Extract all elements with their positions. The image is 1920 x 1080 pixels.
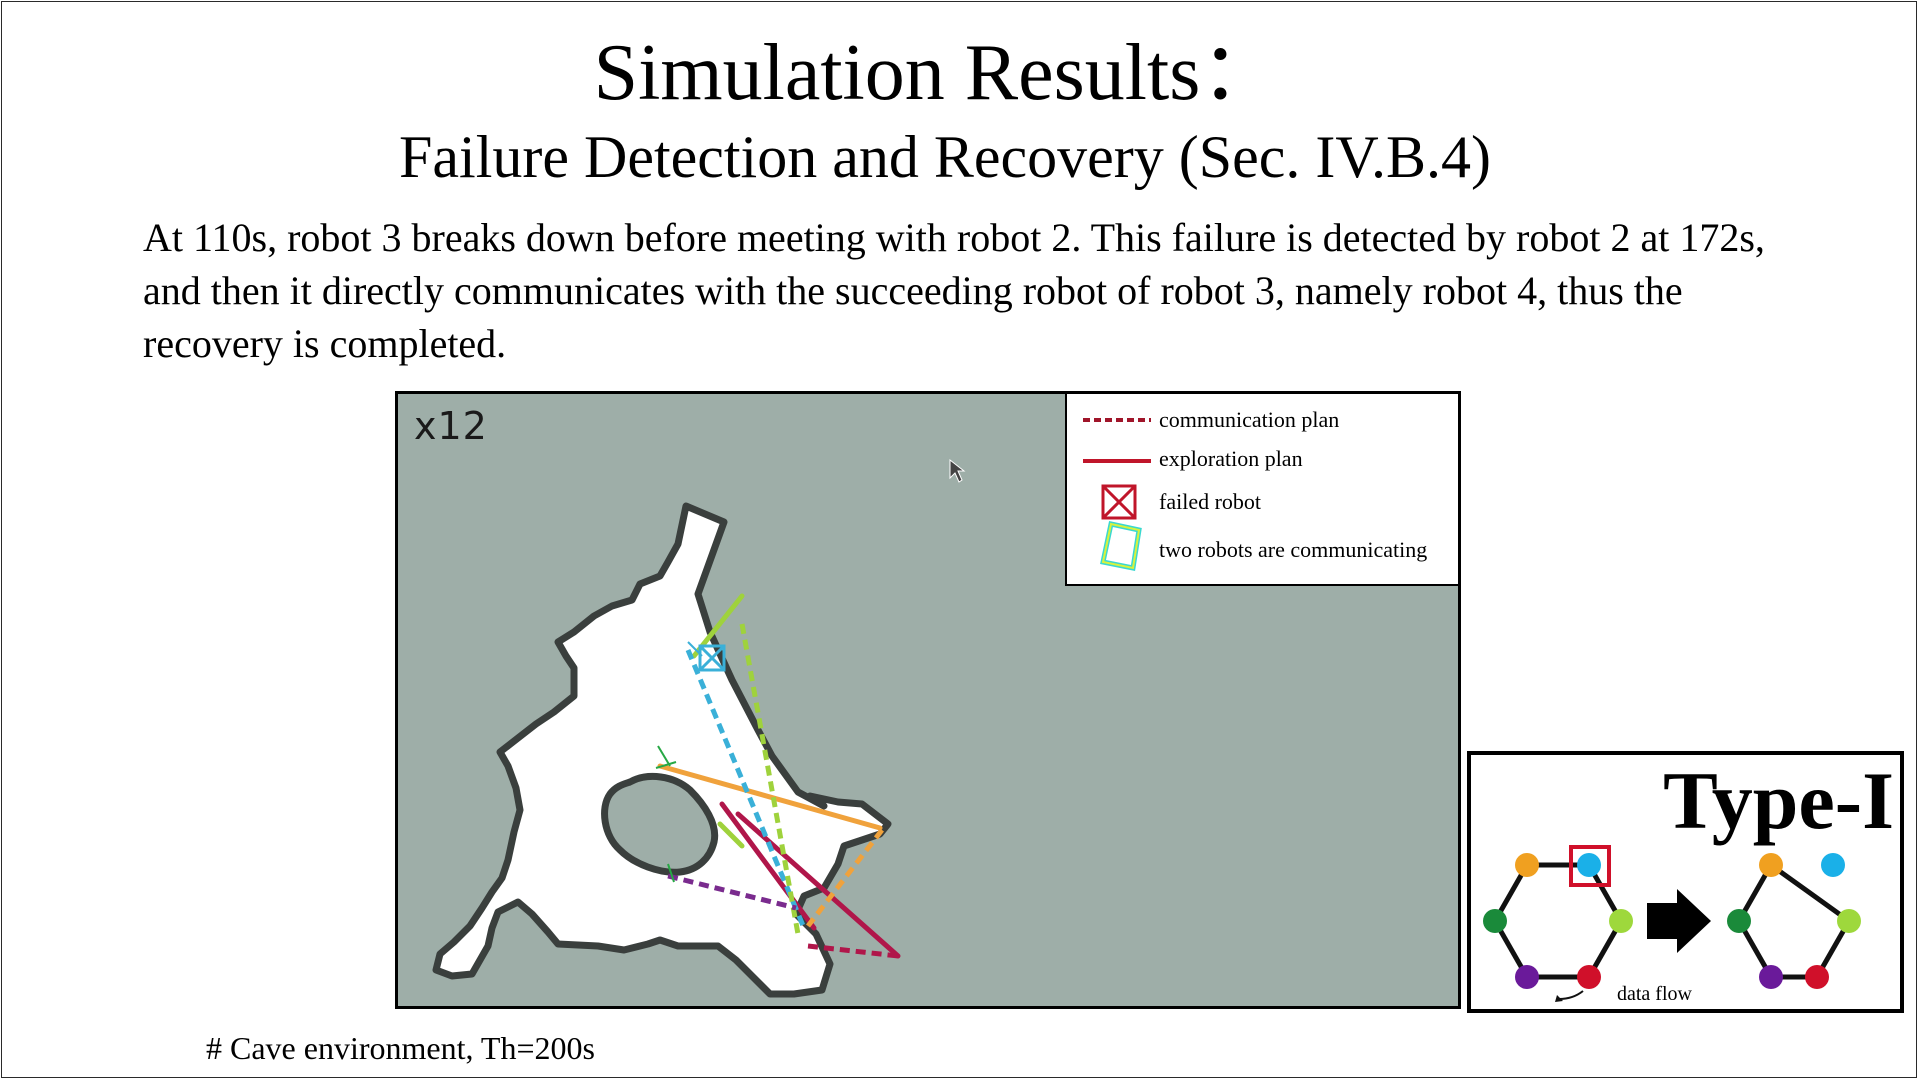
slide-description: At 110s, robot 3 breaks down before meet… <box>143 215 1765 366</box>
legend-label: exploration plan <box>1159 446 1303 471</box>
data-flow-arrow-icon <box>1558 990 1584 1000</box>
orange-communication-line <box>806 828 884 928</box>
failed-robot-icon <box>1101 484 1137 520</box>
orange-exploration-line <box>657 763 883 831</box>
mouse-cursor-icon <box>949 458 966 483</box>
transition-arrow-icon <box>1647 889 1711 953</box>
type-diagram-panel: Type-I data flow <box>1467 751 1904 1013</box>
robot-node-purple <box>1759 965 1783 989</box>
failed-robot-marker <box>698 644 726 672</box>
robot-node-red <box>1577 965 1601 989</box>
cave-map <box>432 458 966 998</box>
legend-item-failed-robot: failed robot <box>1067 482 1457 522</box>
dashed-line-icon <box>1083 418 1151 422</box>
green-communication-line <box>739 623 801 935</box>
robot-node-darkgreen <box>1483 909 1507 933</box>
pentagon-after <box>1736 862 1852 980</box>
cave-free-space <box>432 502 892 998</box>
blue-communication-line <box>685 649 807 929</box>
legend-label: two robots are communicating <box>1159 537 1428 562</box>
robot-node-green <box>1837 909 1861 933</box>
legend-item-exploration-plan: exploration plan <box>1067 439 1457 479</box>
playback-speed-label: x12 <box>414 404 488 448</box>
legend-label: failed robot <box>1159 489 1262 514</box>
data-flow-label: data flow <box>1617 983 1692 1005</box>
communication-plans <box>667 623 899 959</box>
robot-node-darkgreen <box>1727 909 1751 933</box>
robot-node-blue <box>1821 853 1845 877</box>
robot-node-green <box>1609 909 1633 933</box>
topology-diagram <box>1483 845 1861 1002</box>
hexagon-before <box>1492 862 1624 980</box>
purple-communication-line <box>667 873 797 911</box>
crimson-exploration-line-2 <box>735 811 901 959</box>
simulation-panel: x12 communication plan exploration plan … <box>395 391 1461 1009</box>
type-label: Type-I <box>1663 755 1894 846</box>
robot-markers <box>655 641 703 883</box>
communicating-box-icon <box>1100 521 1142 571</box>
robot-node-blue <box>1577 853 1601 877</box>
legend: communication plan exploration plan fail… <box>1065 394 1458 586</box>
solid-line-icon <box>1083 459 1151 463</box>
legend-item-communication-plan: communication plan <box>1067 400 1457 440</box>
legend-label: communication plan <box>1159 407 1340 432</box>
robot-node-orange <box>1515 853 1539 877</box>
robot-node-purple <box>1515 965 1539 989</box>
robot-node-orange <box>1759 853 1783 877</box>
slide-title: Simulation Results： <box>593 29 1281 117</box>
green-exploration-line <box>717 821 745 849</box>
crimson-exploration-line <box>719 801 817 931</box>
slide-subtitle: Failure Detection and Recovery (Sec. IV.… <box>399 124 1491 190</box>
footnote: # Cave environment, Th=200s <box>206 1030 595 1066</box>
failed-node-box <box>1569 845 1611 887</box>
legend-item-communicating: two robots are communicating <box>1067 521 1457 571</box>
robot-node-red <box>1805 965 1829 989</box>
